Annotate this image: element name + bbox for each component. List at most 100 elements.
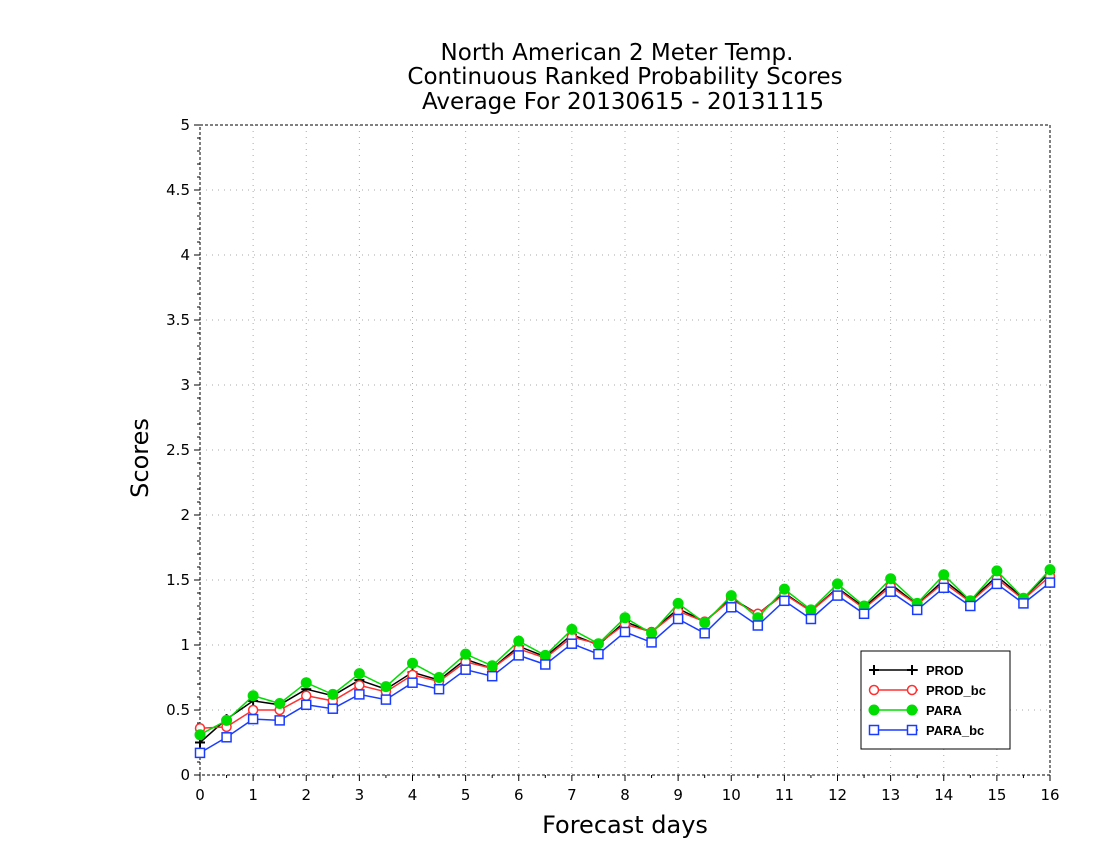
legend-entry-prod-bc: PROD_bc	[868, 683, 986, 698]
x-tick-label: 7	[567, 786, 577, 804]
x-tick-label: 13	[881, 786, 900, 804]
data-point-para	[327, 688, 339, 700]
data-point-para-bc	[540, 659, 551, 670]
legend-marker-para-bc	[906, 724, 918, 736]
data-point-para	[991, 565, 1003, 577]
data-point-para-bc	[566, 638, 578, 649]
legend-entry-prod: PROD	[869, 663, 964, 678]
data-point-para-bc	[486, 670, 498, 682]
data-point-para-bc	[354, 689, 365, 700]
data-point-para-bc	[433, 683, 445, 695]
legend-marker-para-bc	[868, 724, 880, 736]
y-axis-label: Scores	[126, 418, 154, 498]
y-tick-label: 2	[180, 506, 190, 524]
data-point-para	[433, 672, 445, 683]
data-point-para	[646, 627, 658, 639]
data-point-para-bc	[194, 747, 206, 759]
data-point-prod-bc	[301, 690, 312, 701]
chart-title-line-3: Average For 20130615 - 20131115	[422, 89, 824, 115]
y-tick-label: 2.5	[166, 441, 190, 459]
y-tick-label: 4	[180, 246, 190, 264]
data-point-para	[885, 573, 897, 585]
data-point-para	[725, 590, 737, 602]
data-point-prod-bc	[354, 680, 365, 691]
y-tick-label: 3.5	[166, 311, 190, 329]
x-tick-label: 5	[461, 786, 471, 804]
data-point-para-bc	[752, 620, 764, 631]
data-point-para-bc	[646, 637, 657, 648]
x-tick-label: 0	[195, 786, 205, 804]
data-point-para-bc	[301, 699, 312, 711]
x-tick-label: 9	[673, 786, 683, 804]
legend-marker-para	[868, 704, 880, 716]
y-tick-label: 1	[180, 636, 190, 654]
data-point-para-bc	[274, 715, 285, 726]
data-point-para	[194, 729, 206, 741]
data-point-para	[699, 617, 711, 629]
data-point-para-bc	[593, 648, 604, 660]
data-point-para-bc	[991, 578, 1003, 590]
legend-marker-prod-bc	[906, 684, 918, 696]
data-point-prod-bc	[247, 704, 259, 716]
legend-label-prod-bc: PROD_bc	[926, 683, 986, 698]
data-point-para	[221, 714, 233, 726]
data-point-para	[938, 569, 950, 581]
x-axis-label: Forecast days	[542, 811, 708, 839]
x-tick-label: 10	[722, 786, 741, 804]
x-tick-label: 1	[248, 786, 258, 804]
data-point-para-bc	[832, 590, 843, 601]
chart-title-line-1: North American 2 Meter Temp.	[441, 40, 794, 66]
data-point-para-bc	[911, 604, 923, 616]
data-point-para	[486, 660, 498, 672]
x-tick-label: 3	[355, 786, 365, 804]
data-point-para	[300, 677, 312, 689]
legend-marker-prod-bc	[868, 684, 880, 696]
y-tick-label: 0.5	[166, 701, 190, 719]
data-point-para-bc	[407, 677, 418, 688]
legend-label-para-bc: PARA_bc	[926, 723, 984, 738]
data-point-para	[274, 698, 286, 709]
data-point-para	[778, 583, 790, 595]
x-tick-label: 11	[775, 786, 794, 804]
data-point-para-bc	[726, 602, 737, 613]
series-para	[194, 564, 1056, 741]
series-para-bc	[194, 577, 1056, 759]
legend-box	[860, 650, 1011, 750]
data-point-para	[407, 657, 418, 669]
data-point-para	[672, 597, 684, 609]
legend-entry-para: PARA	[868, 703, 962, 718]
data-point-para-bc	[965, 600, 976, 612]
data-point-para	[832, 578, 843, 590]
data-point-para	[513, 635, 525, 647]
data-point-para-bc	[460, 664, 471, 675]
data-point-para	[619, 612, 631, 624]
data-point-para	[592, 638, 604, 650]
series-group	[194, 564, 1056, 759]
data-point-para-bc	[380, 694, 392, 705]
legend: PROD PROD_bc PARA PARA_bc	[860, 650, 1011, 750]
x-tick-label: 16	[1040, 786, 1059, 804]
data-point-para-bc	[779, 595, 790, 607]
data-point-para	[380, 681, 392, 693]
legend-label-prod: PROD	[926, 663, 964, 678]
legend-marker-prod	[907, 665, 917, 675]
data-point-para	[539, 649, 551, 661]
legend-marker-prod	[869, 665, 879, 675]
data-point-para-bc	[619, 626, 631, 638]
x-tick-label: 15	[987, 786, 1006, 804]
x-tick-label: 12	[828, 786, 847, 804]
legend-label-para: PARA	[926, 703, 962, 718]
chart-title-line-2: Continuous Ranked Probability Scores	[407, 64, 842, 90]
data-point-para-bc	[885, 586, 896, 597]
data-point-para-bc	[858, 608, 870, 620]
x-tick-label: 6	[514, 786, 524, 804]
axis-ticks: 0 1 2 3 4 5 6 7 8 9 10 11 12 13 14 15 1600.511.522.533.5…	[166, 116, 1059, 804]
data-point-para-bc	[327, 703, 339, 714]
y-tick-label: 1.5	[166, 571, 190, 589]
data-point-para	[460, 648, 472, 660]
data-point-para-bc	[247, 713, 259, 725]
x-tick-label: 8	[620, 786, 630, 804]
data-point-para-bc	[221, 732, 232, 743]
data-point-para	[247, 690, 259, 702]
legend-marker-para	[906, 704, 918, 716]
